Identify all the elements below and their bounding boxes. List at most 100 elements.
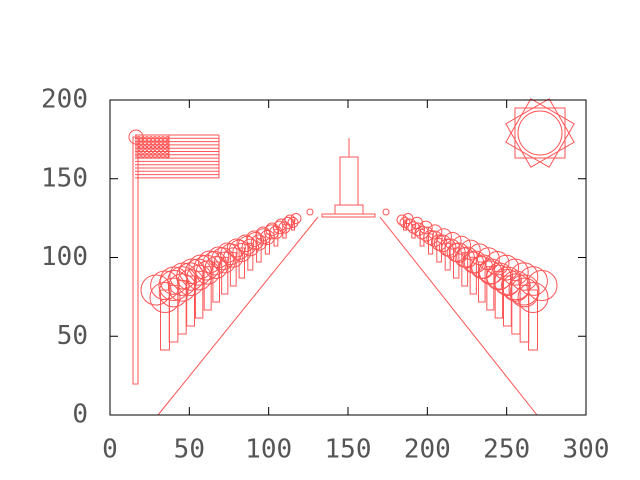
x-tick-label: 250 [483,435,530,465]
flag-star [137,136,141,140]
tree-trunk [203,266,212,311]
flag-star [145,146,149,151]
x-tick-label: 100 [245,435,292,465]
flag-star [153,146,157,151]
flag-star [141,139,145,144]
flag-star [145,150,149,155]
tree-crown [149,282,181,313]
y-tick-label: 150 [41,163,88,193]
flag-star [157,150,161,155]
tree-trunk [247,242,254,271]
tree-trunk [177,280,187,335]
flag-star [149,146,153,151]
tree-crown [223,247,244,268]
flag-star [161,136,165,140]
tree-crown [158,277,189,308]
small-tree [382,208,390,216]
tree-crown [284,214,296,226]
tree-trunk [469,256,477,295]
tree-crown [207,246,230,269]
tree-crown [468,243,491,266]
tree-crown [278,221,291,234]
tree-trunk [186,275,195,327]
sun-ray [514,107,566,159]
y-tick-label: 100 [41,242,88,272]
flag-star [157,139,161,144]
flagpole [132,136,139,385]
flag-star [149,143,153,148]
flag-star [149,136,153,140]
tree-crown [407,221,420,234]
y-tick-label: 50 [57,321,88,351]
tree-crown [509,277,540,308]
tree-crown [402,213,414,224]
flag-star [141,146,145,151]
sun-ray [505,98,575,168]
flag-star [145,136,149,140]
tree-crown [501,270,531,301]
tree-crown [410,216,424,230]
flag-star [141,150,145,155]
tree-crown [232,243,252,262]
flag-star [161,154,165,158]
flag-star [165,136,169,140]
tree-crown [217,242,238,263]
tree-crown [454,247,475,268]
x-tick-label: 0 [102,435,118,465]
flag-star [157,136,161,140]
tree-trunk [486,266,495,311]
tree-crown [274,218,288,231]
tree-trunk [494,270,504,319]
tree-crown [177,269,205,296]
flag-star [149,150,153,155]
tree-crown [250,234,268,251]
flag-star [153,150,157,155]
flag-star [153,143,157,148]
flag-star [137,146,141,151]
tree-crown [158,270,190,301]
tree-crown [446,243,466,262]
tree-crown [198,250,222,274]
tree-crown [460,239,481,260]
flag-star [141,143,145,148]
flag-star [165,154,169,158]
tree-crown [226,238,246,258]
tree-trunk [221,256,229,295]
tree-trunk [212,261,220,303]
small-tree [306,208,314,216]
tree-trunk [511,280,521,335]
flag-star [153,139,157,144]
tree-crown [399,217,411,228]
x-tick-label: 300 [563,435,610,465]
flag-star [145,154,149,158]
x-tick-label: 200 [404,435,451,465]
flag-star [145,143,149,148]
tree-crown [396,214,408,226]
tree-crown [287,217,299,228]
road [379,216,538,416]
flag-star [149,154,153,158]
tree-crown [427,224,443,240]
sun-ray [505,98,575,168]
flag-star [145,139,149,144]
tree-trunk [194,270,204,319]
flag-star [165,150,169,155]
tree-crown [435,228,452,245]
tree-trunk [411,224,416,239]
flag-star [165,139,169,144]
flag-star [157,154,161,158]
tree-crown [246,230,263,247]
flag-star [161,146,165,151]
tree-trunk [478,261,486,303]
tree-crown [438,238,457,257]
tree-trunk [282,224,287,239]
tree-crown [290,213,302,224]
tree-trunk [273,228,279,247]
flag-star [165,146,169,151]
flag-star [161,139,165,144]
flag-star [141,136,145,140]
flag-star [161,143,165,148]
capitol-wing [334,204,364,215]
scene-drawing [128,98,575,416]
